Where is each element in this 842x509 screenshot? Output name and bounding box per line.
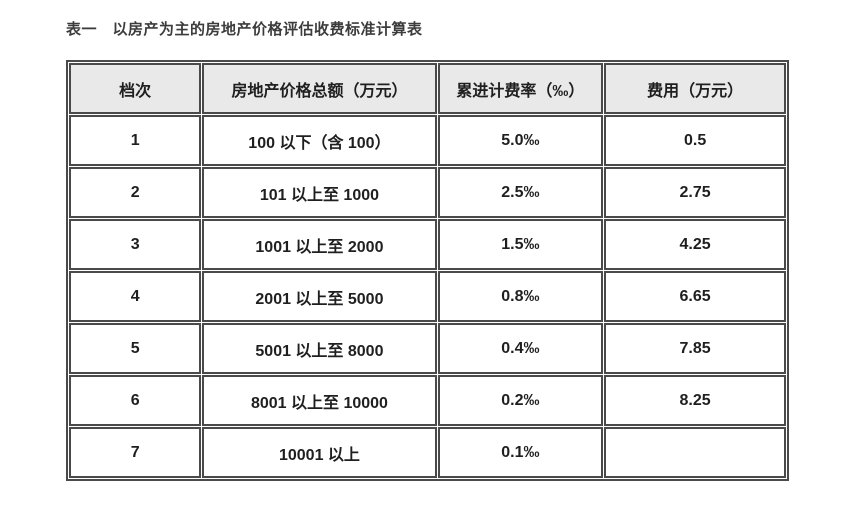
- table-cell: 1: [69, 115, 202, 166]
- column-header: 房地产价格总额（万元）: [202, 63, 437, 114]
- table-cell: 101 以上至 1000: [202, 167, 437, 218]
- table-cell: 8.25: [604, 375, 786, 426]
- table-row: 6 8001 以上至 10000 0.2‰ 8.25: [69, 375, 786, 426]
- table-cell: 0.1‰: [437, 427, 604, 478]
- table-cell: 5001 以上至 8000: [202, 323, 437, 374]
- table-cell: 2.75: [604, 167, 786, 218]
- table-cell: 2.5‰: [437, 167, 604, 218]
- column-header: 累进计费率（‰）: [437, 63, 604, 114]
- table-row: 7 10001 以上 0.1‰: [69, 427, 786, 478]
- table-cell: 0.8‰: [437, 271, 604, 322]
- table-cell: 1001 以上至 2000: [202, 219, 437, 270]
- table-row: 1 100 以下（含 100） 5.0‰ 0.5: [69, 115, 786, 166]
- table-cell: 2: [69, 167, 202, 218]
- table-cell: 6: [69, 375, 202, 426]
- table-cell: 7: [69, 427, 202, 478]
- header-row: 档次 房地产价格总额（万元） 累进计费率（‰） 费用（万元）: [69, 63, 786, 114]
- table-cell: 5: [69, 323, 202, 374]
- page-title: 表一 以房产为主的房地产价格评估收费标准计算表: [66, 21, 423, 38]
- table-cell: [604, 427, 786, 478]
- table-cell: 0.2‰: [437, 375, 604, 426]
- table-cell: 4.25: [604, 219, 786, 270]
- table-cell: 6.65: [604, 271, 786, 322]
- table-cell: 5.0‰: [437, 115, 604, 166]
- fee-standard-table: 档次 房地产价格总额（万元） 累进计费率（‰） 费用（万元） 1 100 以下（含 10…: [66, 60, 789, 481]
- table-cell: 2001 以上至 5000: [202, 271, 437, 322]
- table-row: 2 101 以上至 1000 2.5‰ 2.75: [69, 167, 786, 218]
- table-cell: 4: [69, 271, 202, 322]
- table-cell: 0.4‰: [437, 323, 604, 374]
- table-cell: 1.5‰: [437, 219, 604, 270]
- table-row: 4 2001 以上至 5000 0.8‰ 6.65: [69, 271, 786, 322]
- column-header: 费用（万元）: [604, 63, 786, 114]
- table-cell: 0.5: [604, 115, 786, 166]
- table-cell: 100 以下（含 100）: [202, 115, 437, 166]
- table-body: 1 100 以下（含 100） 5.0‰ 0.5 2 101 以上至 1000 2.5‰ 2.…: [69, 115, 786, 478]
- table-cell: 3: [69, 219, 202, 270]
- table-cell: 10001 以上: [202, 427, 437, 478]
- table-row: 3 1001 以上至 2000 1.5‰ 4.25: [69, 219, 786, 270]
- column-header: 档次: [69, 63, 202, 114]
- table-row: 5 5001 以上至 8000 0.4‰ 7.85: [69, 323, 786, 374]
- table-cell: 7.85: [604, 323, 786, 374]
- table-cell: 8001 以上至 10000: [202, 375, 437, 426]
